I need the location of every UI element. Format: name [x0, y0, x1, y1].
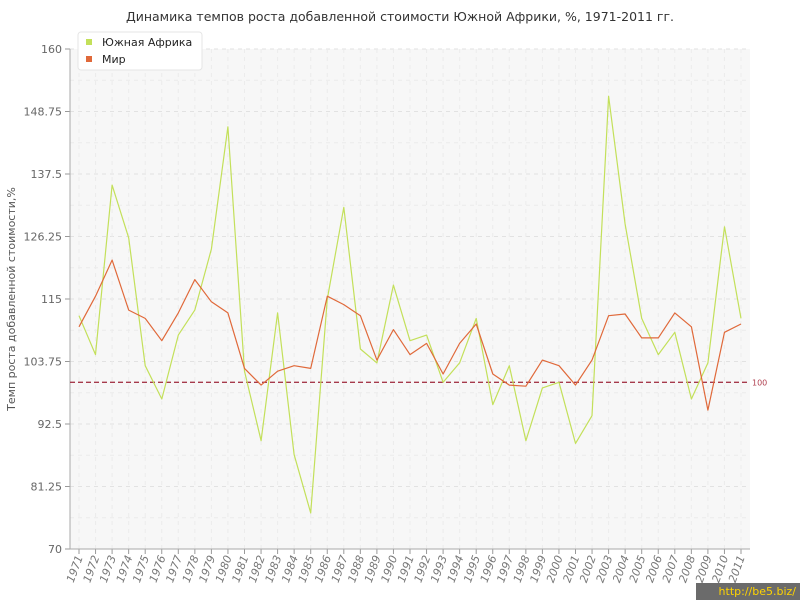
- reference-line-group: 100: [70, 378, 767, 387]
- y-tick-label: 115: [41, 293, 62, 306]
- y-tick-label: 126.25: [24, 231, 63, 244]
- legend-label-world[interactable]: Мир: [102, 53, 126, 66]
- x-tick-labels: 1971197219731974197519761977197819791980…: [64, 554, 748, 585]
- axes: [65, 48, 750, 554]
- series-line-south-africa[interactable]: [78, 95, 742, 514]
- y-tick-label: 70: [48, 543, 62, 556]
- y-tick-label: 137.5: [31, 168, 63, 181]
- legend-box: [77, 31, 203, 71]
- y-tick-label: 148.75: [24, 106, 63, 119]
- series-group: [78, 95, 742, 514]
- reference-line-label: 100: [752, 378, 767, 387]
- legend-label-south-africa[interactable]: Южная Африка: [102, 36, 192, 49]
- legend-swatch-south-africa: [86, 39, 92, 45]
- y-tick-label: 103.75: [24, 356, 63, 369]
- y-tick-label: 81.25: [31, 481, 63, 494]
- y-axis-label: Темп роста добавленной стоимости,%: [5, 187, 18, 412]
- legend[interactable]: Южная Африка Мир: [77, 31, 203, 71]
- legend-swatch-world: [86, 56, 92, 62]
- watermark[interactable]: http://be5.biz/: [696, 583, 800, 600]
- series-line-world[interactable]: [78, 259, 742, 411]
- y-tick-label: 92.5: [38, 418, 63, 431]
- y-tick-labels: 160 148.75 137.5 126.25 115 103.75 92.5 81.25 70: [24, 43, 63, 556]
- y-tick-label: 160: [41, 43, 62, 56]
- chart-title: Динамика темпов роста добавленной стоимо…: [126, 9, 674, 24]
